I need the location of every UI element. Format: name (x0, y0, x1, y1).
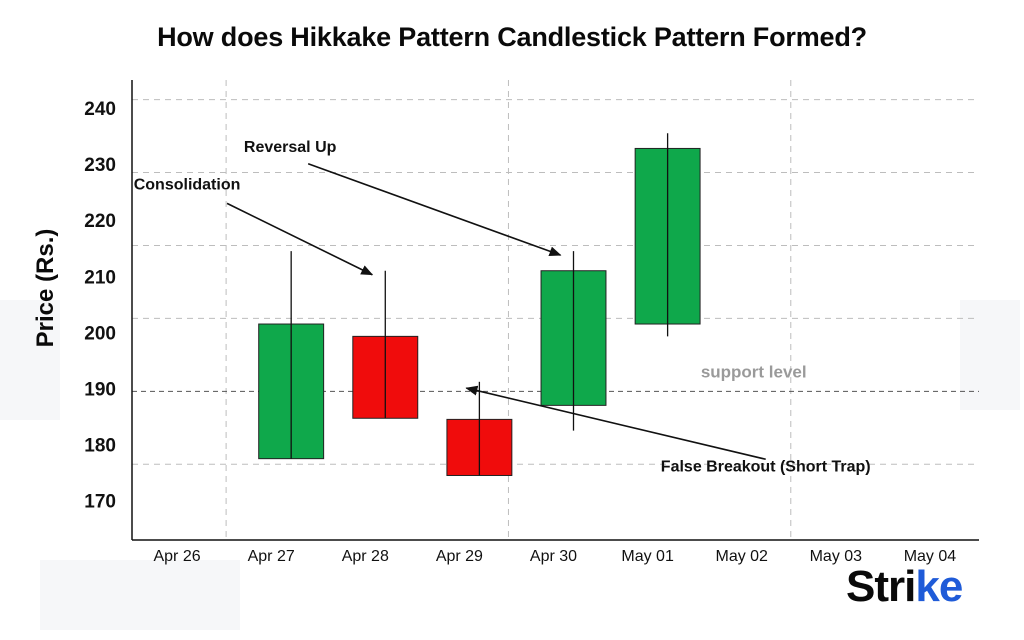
annotation-label: Reversal Up (244, 139, 337, 156)
support-level-label: support level (701, 362, 807, 381)
x-tick-label: May 04 (904, 548, 957, 565)
x-tick-label: Apr 30 (530, 548, 577, 565)
y-tick-label: 180 (84, 436, 116, 457)
x-tick-label: Apr 29 (436, 548, 483, 565)
x-tick-label: May 03 (810, 548, 863, 565)
logo-accent-text: ke (915, 562, 963, 611)
logo-main-text: Stri (846, 562, 916, 611)
y-tick-label: 190 (84, 380, 116, 401)
annotation-arrow (307, 163, 562, 257)
x-tick-label: Apr 27 (248, 548, 295, 565)
strike-logo: Strike (846, 562, 963, 612)
annotation-arrow (465, 385, 766, 461)
y-tick-label: 200 (84, 323, 116, 344)
chart-title: How does Hikkake Pattern Candlestick Pat… (157, 22, 867, 52)
y-tick-label: 230 (84, 155, 116, 176)
annotation-label: Consolidation (134, 176, 241, 193)
x-tick-label: Apr 26 (153, 548, 200, 565)
background-watermark (0, 300, 60, 420)
y-tick-label: 240 (84, 99, 116, 120)
y-tick-label: 210 (84, 267, 116, 288)
x-tick-label: Apr 28 (342, 548, 389, 565)
background-watermark (40, 560, 240, 630)
annotation-label: False Breakout (Short Trap) (661, 458, 871, 475)
x-tick-label: May 02 (715, 548, 768, 565)
annotation-arrow (226, 202, 374, 276)
y-tick-label: 170 (84, 492, 116, 513)
y-tick-label: 220 (84, 211, 116, 232)
x-tick-label: May 01 (621, 548, 674, 565)
